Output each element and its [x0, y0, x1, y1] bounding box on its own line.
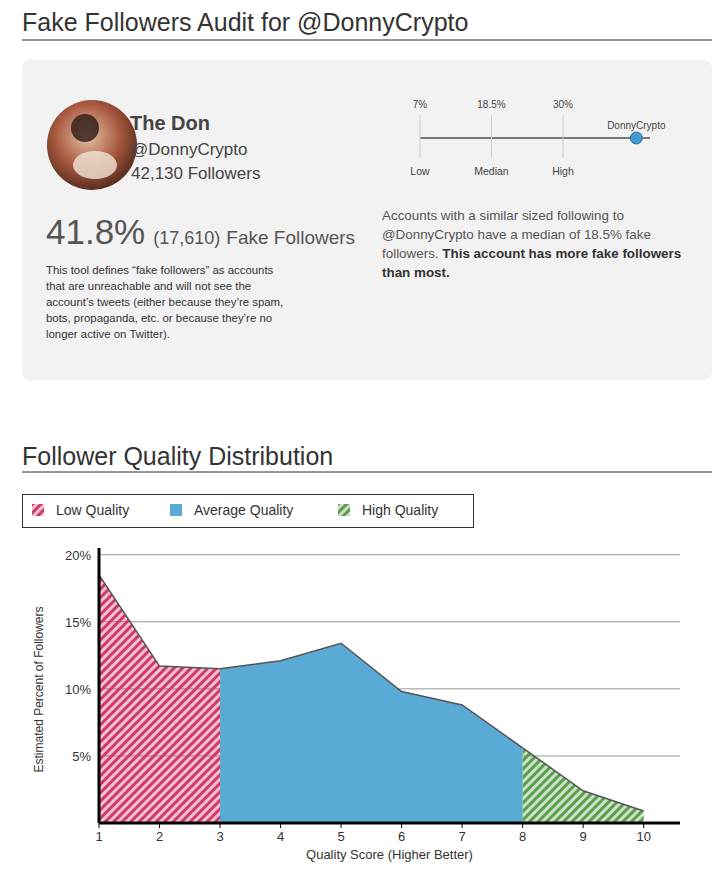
- comparison: Accounts with a similar sized following …: [382, 206, 687, 282]
- avatar-detail: [71, 114, 99, 142]
- fake-definition: This tool defines “fake followers” as ac…: [46, 262, 286, 342]
- avatar: [47, 100, 137, 190]
- area-line: [220, 643, 523, 748]
- legend-swatch: [170, 504, 182, 516]
- area-fill: [99, 575, 220, 823]
- x-tick-label: 9: [580, 829, 587, 844]
- x-tick-label: 1: [95, 829, 102, 844]
- x-tick: [159, 823, 160, 828]
- gauge-tick-caption: Median: [474, 165, 509, 177]
- y-axis-label: Estimated Percent of Followers: [32, 606, 46, 772]
- legend-label: High Quality: [362, 502, 438, 518]
- x-tick: [99, 823, 100, 828]
- plot-area: [99, 575, 644, 823]
- gauge-tick-label: 18.5%: [477, 99, 505, 110]
- profile-followers: 42,130 Followers: [131, 164, 260, 184]
- title-rule: [22, 40, 712, 41]
- y-tick-label: 20%: [65, 548, 91, 563]
- gauge-tick: [420, 115, 421, 158]
- chart-title-rule: [22, 472, 712, 473]
- x-tick: [341, 823, 342, 828]
- summary-panel: [22, 60, 712, 380]
- x-axis-label: Quality Score (Higher Better): [306, 847, 473, 862]
- gauge-marker: [630, 132, 642, 144]
- gauge-tick-caption: High: [552, 165, 574, 177]
- x-tick: [522, 823, 523, 828]
- x-tick: [643, 823, 644, 828]
- page-title: Fake Followers Audit for @DonnyCrypto: [22, 8, 468, 37]
- fake-count: (17,610): [153, 228, 220, 249]
- gauge-tick: [562, 115, 563, 158]
- x-tick-label: 10: [636, 829, 650, 844]
- area-fill: [220, 643, 523, 823]
- fake-percent: 41.8%: [46, 212, 145, 252]
- gauge-tick-label: 7%: [413, 99, 428, 110]
- gauge-tick-label: 30%: [553, 99, 573, 110]
- gauge-track: [420, 137, 650, 139]
- x-axis: [99, 822, 680, 825]
- fake-summary: 41.8% (17,610) Fake Followers: [46, 212, 355, 252]
- y-tick-label: 5%: [72, 749, 91, 764]
- y-tick-label: 10%: [65, 682, 91, 697]
- x-tick-label: 2: [156, 829, 163, 844]
- gauge-tick: [491, 115, 492, 158]
- fake-label: Fake Followers: [226, 227, 355, 249]
- x-tick: [462, 823, 463, 828]
- legend-box: [23, 495, 474, 528]
- x-tick: [401, 823, 402, 828]
- gauge-marker-label: DonnyCrypto: [607, 120, 666, 131]
- gauge-tick-caption: Low: [410, 165, 430, 177]
- area-line: [523, 748, 644, 811]
- chart-title: Follower Quality Distribution: [22, 442, 333, 471]
- grid-line: [99, 554, 680, 555]
- grid-line: [99, 621, 680, 622]
- x-tick-label: 5: [337, 829, 344, 844]
- x-tick-label: 3: [216, 829, 223, 844]
- y-axis: [98, 548, 101, 823]
- legend-swatch: [32, 504, 44, 516]
- legend-label: Low Quality: [56, 502, 129, 518]
- profile-handle: @DonnyCrypto: [131, 140, 247, 160]
- y-tick-label: 15%: [65, 615, 91, 630]
- x-tick-label: 8: [519, 829, 526, 844]
- x-tick: [280, 823, 281, 828]
- x-tick: [220, 823, 221, 828]
- legend-label: Average Quality: [194, 502, 293, 518]
- x-tick-label: 7: [459, 829, 466, 844]
- area-fill: [523, 748, 644, 823]
- area-line: [99, 575, 220, 669]
- legend-swatch: [338, 504, 350, 516]
- profile-name: The Don: [130, 112, 210, 135]
- avatar-detail: [73, 151, 117, 179]
- x-tick-label: 4: [277, 829, 284, 844]
- x-tick: [583, 823, 584, 828]
- x-tick-label: 6: [398, 829, 405, 844]
